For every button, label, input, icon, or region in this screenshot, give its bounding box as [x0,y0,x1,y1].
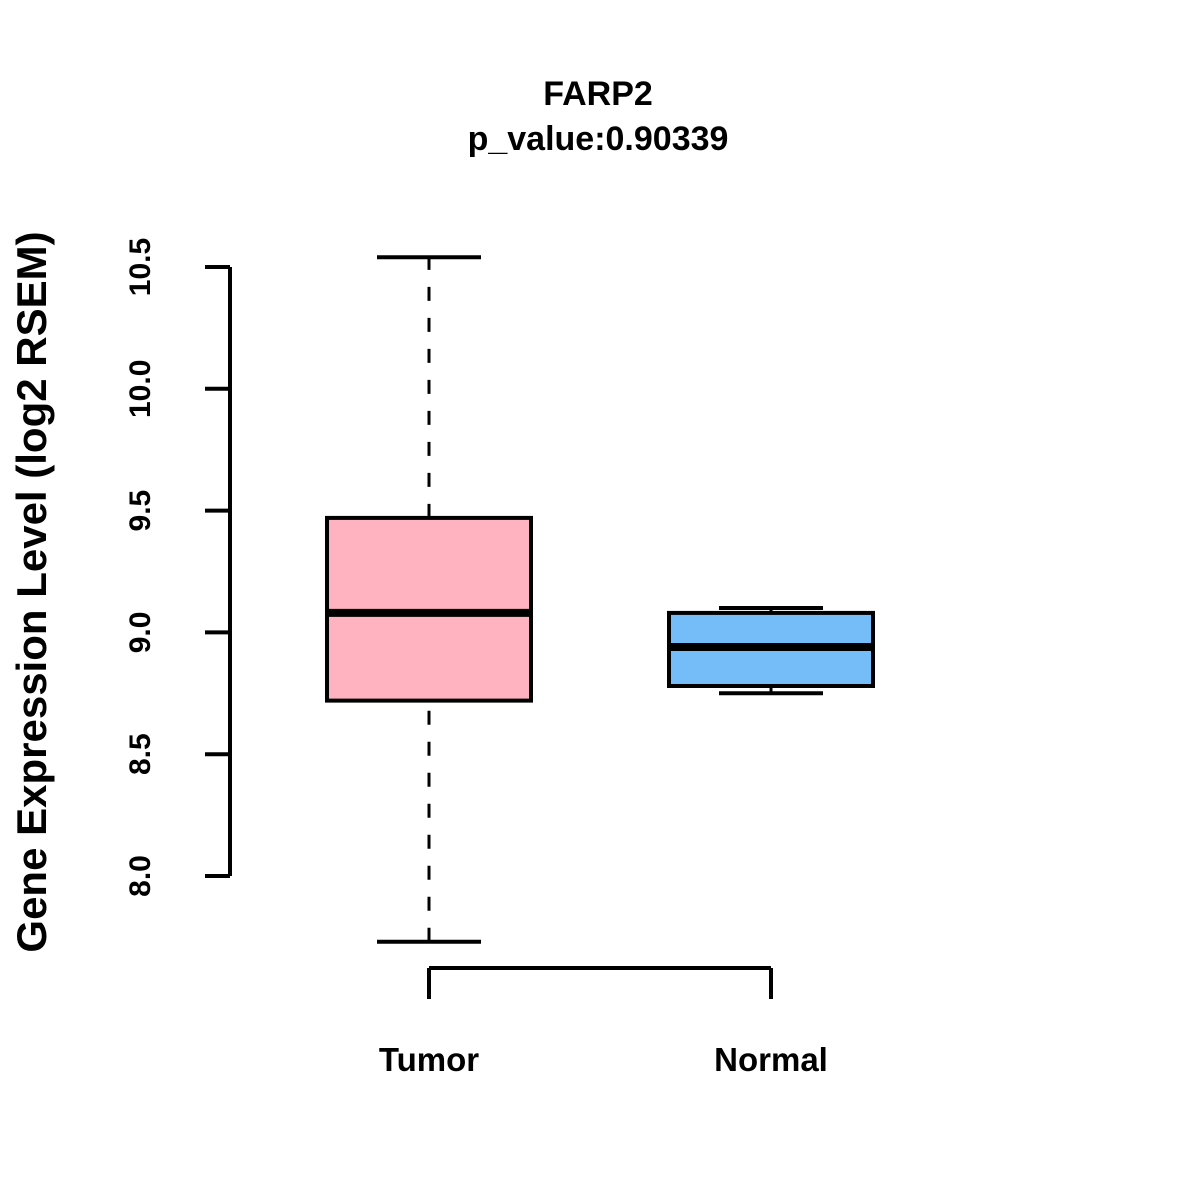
y-tick-label: 8.5 [124,733,157,775]
x-tick-label-tumor: Tumor [378,1041,480,1078]
y-tick-label: 9.0 [124,612,157,654]
y-tick-label: 10.5 [124,238,157,296]
chart-subtitle: p_value:0.90339 [467,120,729,158]
title-block: FARP2 p_value:0.90339 [468,72,729,162]
y-tick-label: 8.0 [124,855,157,897]
chart-title: FARP2 [543,75,653,113]
y-tick-label: 9.5 [124,490,157,532]
x-tick-label-normal: Normal [714,1041,828,1078]
y-tick-label: 10.0 [124,360,157,418]
